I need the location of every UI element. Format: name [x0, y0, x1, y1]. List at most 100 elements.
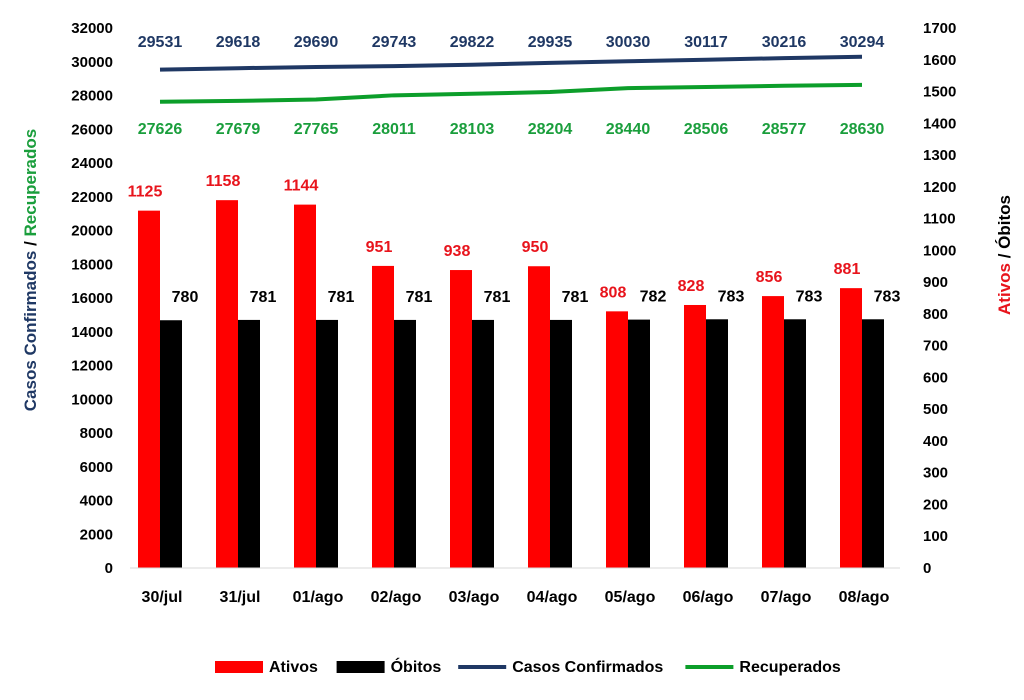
data-label-recuperados: 27679: [216, 121, 261, 138]
legend-swatch-obitos: [336, 661, 385, 673]
data-label-casos-confirmados: 30030: [606, 34, 651, 51]
left-axis-tick-label: 16000: [71, 290, 113, 307]
bar-ativos-06/ago: [684, 304, 706, 568]
bar-ativos-30/jul: [138, 210, 160, 568]
legend-label-recuperados: Recuperados: [739, 659, 840, 676]
data-label-obitos: 783: [718, 288, 745, 305]
right-axis-title: Ativos / Óbitos: [995, 195, 1014, 315]
left-axis-tick-label: 26000: [71, 121, 113, 138]
data-label-obitos: 781: [562, 289, 589, 306]
data-label-casos-confirmados: 29935: [528, 34, 573, 51]
x-axis-tick-label: 03/ago: [449, 589, 500, 606]
left-axis-tick-label: 24000: [71, 155, 113, 172]
data-label-casos-confirmados: 30294: [840, 34, 885, 51]
legend-label-ativos: Ativos: [269, 659, 318, 676]
right-axis-tick-label: 800: [923, 306, 948, 323]
x-axis-tick-label: 01/ago: [293, 589, 344, 606]
left-axis-tick-label: 12000: [71, 358, 113, 375]
bar-obitos-02/ago: [394, 319, 416, 568]
data-label-obitos: 782: [640, 289, 667, 306]
data-label-casos-confirmados: 29531: [138, 34, 183, 51]
left-axis-title-part2: Recuperados: [21, 129, 40, 237]
right-axis-tick-label: 1000: [923, 242, 956, 259]
axes-layer: 0200040006000800010000120001400016000180…: [21, 20, 1014, 606]
bar-obitos-03/ago: [472, 319, 494, 568]
right-axis-tick-label: 1500: [923, 84, 956, 101]
data-label-recuperados: 28577: [762, 121, 807, 138]
data-label-ativos: 881: [834, 261, 861, 278]
left-axis-tick-label: 6000: [80, 459, 113, 476]
data-label-ativos: 1125: [128, 184, 163, 201]
bar-obitos-06/ago: [706, 319, 728, 568]
data-label-obitos: 781: [328, 289, 355, 306]
data-label-obitos: 783: [796, 288, 823, 305]
right-axis-tick-label: 1600: [923, 52, 956, 69]
data-label-recuperados: 27626: [138, 121, 183, 138]
legend-label-casos-confirmados: Casos Confirmados: [512, 659, 663, 676]
right-axis-tick-label: 1100: [923, 211, 956, 228]
data-label-ativos: 828: [678, 278, 705, 295]
data-label-obitos: 781: [406, 289, 433, 306]
data-label-casos-confirmados: 29822: [450, 34, 495, 51]
data-label-recuperados: 28011: [372, 121, 416, 138]
right-axis-tick-label: 900: [923, 274, 948, 291]
bar-ativos-01/ago: [294, 204, 316, 569]
x-axis-tick-label: 07/ago: [761, 589, 812, 606]
bar-ativos-07/ago: [762, 296, 784, 568]
left-axis-tick-label: 2000: [80, 526, 113, 543]
right-axis-tick-label: 400: [923, 433, 948, 450]
bar-ativos-03/ago: [450, 270, 472, 568]
data-label-casos-confirmados: 29690: [294, 34, 339, 51]
data-label-layer: 1125 1158 1144 951 938 950 808 828 856 881 780 781 7…: [128, 34, 901, 306]
right-axis-tick-label: 100: [923, 528, 948, 545]
left-axis-title-separator: /: [21, 236, 40, 250]
right-axis-tick-label: 1700: [923, 20, 956, 37]
bar-obitos-04/ago: [550, 319, 572, 568]
left-axis-tick-label: 10000: [71, 391, 113, 408]
legend: Ativos Óbitos Casos Confirmados Recuperados: [215, 657, 841, 676]
data-label-recuperados: 28506: [684, 121, 729, 138]
x-axis-tick-label: 06/ago: [683, 589, 734, 606]
x-axis-tick-label: 04/ago: [527, 589, 578, 606]
data-label-casos-confirmados: 30216: [762, 34, 807, 51]
right-axis-tick-label: 1300: [923, 147, 956, 164]
right-axis-tick-label: 300: [923, 465, 948, 482]
data-label-ativos: 951: [366, 239, 393, 256]
bar-ativos-05/ago: [606, 311, 628, 568]
left-axis-tick-label: 20000: [71, 223, 113, 240]
data-label-obitos: 781: [250, 289, 277, 306]
left-axis-tick-label: 18000: [71, 256, 113, 273]
data-label-recuperados: 27765: [294, 121, 339, 138]
x-axis-tick-label: 08/ago: [839, 589, 890, 606]
x-axis-tick-label: 05/ago: [605, 589, 656, 606]
legend-swatch-ativos: [215, 661, 263, 673]
right-axis-title-part2: Óbitos: [995, 195, 1014, 249]
data-label-casos-confirmados: 29618: [216, 34, 261, 51]
data-label-casos-confirmados: 29743: [372, 34, 417, 51]
data-label-obitos: 781: [484, 289, 511, 306]
right-axis-tick-label: 500: [923, 401, 948, 418]
x-axis-tick-label: 31/jul: [220, 589, 261, 606]
bar-ativos-08/ago: [840, 288, 862, 568]
bar-obitos-07/ago: [784, 319, 806, 568]
left-axis-tick-label: 8000: [80, 425, 113, 442]
bar-layer: [138, 200, 884, 569]
left-axis-tick-label: 0: [105, 560, 113, 577]
right-axis-title-separator: /: [995, 249, 1014, 263]
data-label-obitos: 783: [874, 288, 901, 305]
data-label-recuperados: 28630: [840, 121, 885, 138]
x-axis-tick-label: 02/ago: [371, 589, 422, 606]
right-axis-tick-label: 700: [923, 338, 948, 355]
data-label-recuperados: 28440: [606, 121, 651, 138]
data-label-ativos: 938: [444, 243, 471, 260]
data-label-casos-confirmados: 30117: [684, 34, 728, 51]
line-layer: [159, 54, 863, 104]
left-axis-tick-label: 22000: [71, 189, 113, 206]
bar-obitos-31/jul: [238, 319, 260, 568]
right-axis-tick-label: 1400: [923, 115, 956, 132]
left-axis-tick-label: 32000: [71, 20, 113, 37]
x-axis-tick-label: 30/jul: [142, 589, 183, 606]
line-casos-confirmados: [159, 54, 863, 72]
